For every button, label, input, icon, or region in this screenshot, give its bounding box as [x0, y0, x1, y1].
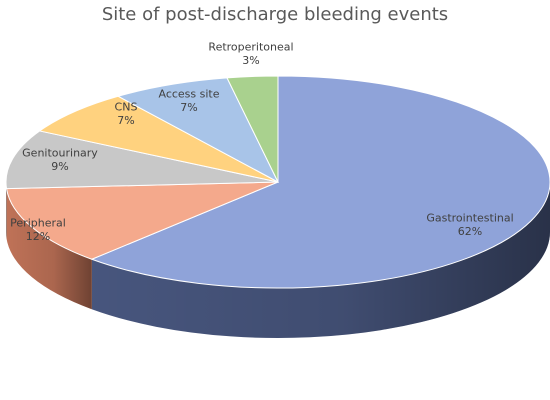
slice-percent-gastrointestinal: 62% — [458, 225, 482, 238]
slice-category-genitourinary: Genitourinary — [22, 146, 98, 159]
chart-title: Site of post-discharge bleeding events — [101, 4, 449, 25]
pie-side-shade-gastrointestinal — [91, 182, 550, 338]
pie-slice-gastrointestinal — [90, 75, 550, 289]
pie-side-shade-peripheral — [6, 188, 92, 310]
slice-percent-peripheral: 12% — [26, 230, 50, 243]
slice-label-retroperitoneal: Retroperitoneal 3% — [208, 40, 293, 67]
slice-label-cns: CNS 7% — [115, 100, 138, 127]
slice-percent-genitourinary: 9% — [51, 160, 68, 173]
slice-category-retroperitoneal: Retroperitoneal — [208, 40, 293, 53]
pie-slice-access-site — [116, 77, 280, 184]
slice-category-access-site: Access site — [158, 87, 219, 100]
pie-slice-peripheral — [5, 181, 279, 260]
slice-percent-retroperitoneal: 3% — [242, 54, 259, 67]
pie-slice-genitourinary — [5, 130, 279, 190]
slice-label-genitourinary: Genitourinary 9% — [22, 146, 98, 173]
slice-percent-cns: 7% — [117, 114, 134, 127]
slice-label-gastrointestinal: Gastrointestinal 62% — [426, 211, 513, 238]
slice-label-access-site: Access site 7% — [158, 87, 219, 114]
slice-category-gastrointestinal: Gastrointestinal — [426, 211, 513, 224]
slice-label-peripheral: Peripheral 12% — [10, 216, 66, 243]
pie-slice-cns — [38, 95, 279, 183]
pie-side-shade-genitourinary — [6, 182, 7, 239]
slice-category-cns: CNS — [115, 100, 138, 113]
pie-slice-retroperitoneal — [226, 75, 279, 183]
slice-percent-access-site: 7% — [180, 101, 197, 114]
slice-category-peripheral: Peripheral — [10, 216, 66, 229]
